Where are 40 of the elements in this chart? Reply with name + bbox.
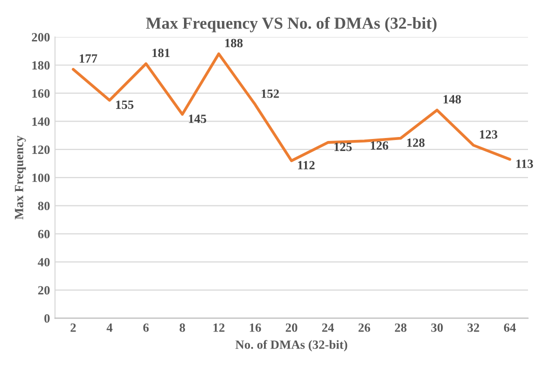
data-label: 148	[444, 95, 461, 104]
x-tick-label: 26	[358, 323, 370, 332]
y-tick-label: 100	[32, 174, 50, 182]
y-tick-label: 180	[32, 61, 50, 70]
x-tick-label: 30	[431, 323, 443, 332]
data-label: 188	[225, 38, 243, 48]
data-label: 125	[334, 142, 352, 152]
y-tick-label: 20	[38, 286, 50, 295]
x-tick-label: 8	[180, 323, 186, 332]
y-tick-label: 200	[32, 33, 50, 42]
y-tick-label: 160	[32, 89, 50, 98]
chart-title: Max Frequency VS No. of DMAs (32-bit)	[146, 16, 437, 32]
x-tick-label: 2	[70, 323, 76, 332]
y-axis-title: Max Frequency	[14, 136, 26, 220]
y-tick-label: 0	[44, 314, 50, 323]
y-tick-label: 120	[32, 146, 50, 154]
data-label: 112	[298, 161, 315, 170]
data-label: 123	[480, 130, 498, 139]
data-label: 126	[370, 141, 388, 150]
data-label: 177	[80, 54, 98, 63]
data-label: 113	[516, 160, 533, 168]
data-label: 145	[188, 114, 206, 124]
x-tick-label: 28	[394, 323, 406, 332]
x-tick-label: 64	[504, 323, 516, 332]
x-tick-label: 4	[106, 324, 112, 332]
data-label: 152	[262, 89, 279, 98]
y-tick-label: 80	[38, 202, 50, 210]
y-tick-label: 140	[32, 117, 50, 126]
x-tick-label: 32	[468, 323, 480, 332]
x-tick-label: 20	[286, 323, 298, 332]
x-tick-label: 24	[322, 323, 334, 332]
y-tick-label: 60	[38, 230, 50, 238]
data-label: 128	[407, 138, 425, 147]
x-axis-title: No. of DMAs (32-bit)	[236, 340, 348, 352]
data-label: 155	[116, 100, 134, 109]
x-tick-label: 12	[213, 323, 224, 332]
x-tick-label: 16	[250, 323, 261, 332]
x-tick-label: 6	[143, 323, 149, 332]
data-label: 181	[152, 48, 170, 58]
y-tick-label: 40	[38, 258, 50, 266]
